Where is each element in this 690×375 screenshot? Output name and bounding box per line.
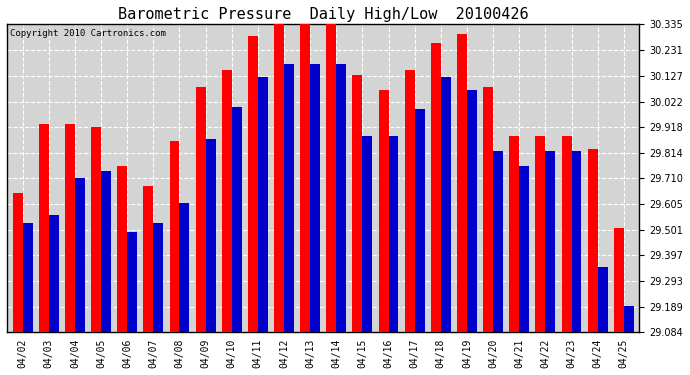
Bar [571, 151, 582, 332]
Bar [431, 43, 441, 332]
Bar [23, 223, 32, 332]
Bar [248, 36, 258, 332]
Bar [588, 149, 598, 332]
Bar [493, 151, 503, 332]
Bar [326, 23, 336, 332]
Bar [39, 124, 49, 332]
Bar [49, 215, 59, 332]
Bar [127, 232, 137, 332]
Bar [310, 64, 320, 332]
Bar [206, 139, 215, 332]
Bar [75, 178, 85, 332]
Bar [545, 151, 555, 332]
Bar [101, 171, 111, 332]
Bar [12, 193, 23, 332]
Bar [405, 70, 415, 332]
Bar [362, 136, 373, 332]
Bar [153, 223, 164, 332]
Bar [353, 75, 362, 332]
Bar [562, 136, 571, 332]
Bar [598, 267, 608, 332]
Bar [179, 203, 189, 332]
Bar [509, 136, 520, 332]
Bar [144, 186, 153, 332]
Bar [388, 136, 399, 332]
Bar [170, 141, 179, 332]
Bar [336, 64, 346, 332]
Bar [91, 127, 101, 332]
Bar [467, 90, 477, 332]
Bar [535, 136, 545, 332]
Bar [258, 77, 268, 332]
Bar [614, 228, 624, 332]
Bar [441, 77, 451, 332]
Bar [117, 166, 127, 332]
Bar [274, 23, 284, 332]
Bar [624, 306, 633, 332]
Text: Copyright 2010 Cartronics.com: Copyright 2010 Cartronics.com [10, 29, 166, 38]
Bar [483, 87, 493, 332]
Bar [221, 70, 232, 332]
Bar [415, 110, 424, 332]
Bar [379, 90, 388, 332]
Bar [65, 124, 75, 332]
Bar [232, 107, 241, 332]
Bar [457, 34, 467, 332]
Bar [300, 23, 310, 332]
Title: Barometric Pressure  Daily High/Low  20100426: Barometric Pressure Daily High/Low 20100… [118, 7, 529, 22]
Bar [520, 166, 529, 332]
Bar [284, 64, 294, 332]
Bar [196, 87, 206, 332]
